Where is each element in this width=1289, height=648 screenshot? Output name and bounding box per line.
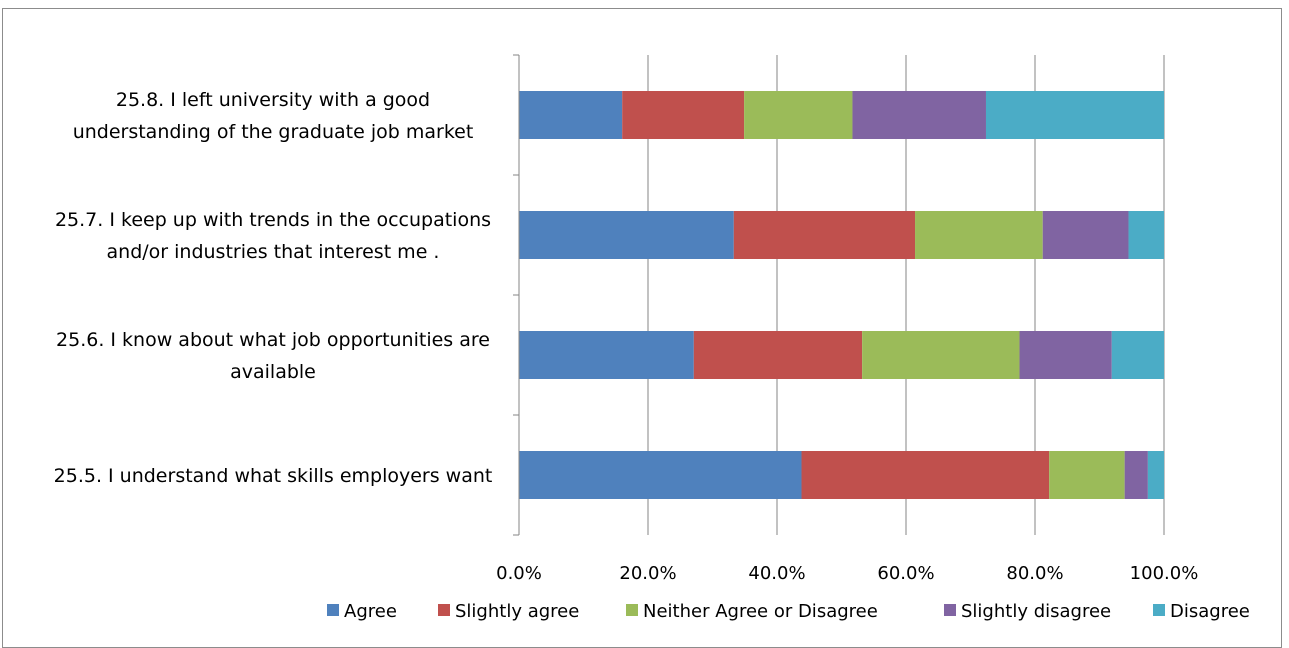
legend-label: Neither Agree or Disagree xyxy=(643,601,878,622)
bar-segment-agree xyxy=(519,331,694,379)
x-tick-label: 100.0% xyxy=(1130,563,1199,584)
bar-segment-neither-agree-or-disagree xyxy=(1049,451,1125,499)
category-label: 25.5. I understand what skills employers… xyxy=(54,465,493,487)
bar-segment-disagree xyxy=(1111,331,1164,379)
category-label: available xyxy=(230,361,316,383)
axes xyxy=(513,54,520,536)
legend-swatch xyxy=(438,604,450,616)
bar-segment-slightly-agree xyxy=(733,211,916,259)
bar-segment-slightly-agree xyxy=(801,451,1050,499)
bar-segment-slightly-disagree xyxy=(852,91,986,139)
legend-swatch xyxy=(944,604,956,616)
bar-segment-disagree xyxy=(985,91,1164,139)
category-label: and/or industries that interest me . xyxy=(107,241,440,263)
bar-segment-slightly-agree xyxy=(693,331,863,379)
x-tick-label: 80.0% xyxy=(1006,563,1063,584)
x-tick-label: 40.0% xyxy=(748,563,805,584)
legend-label: Slightly disagree xyxy=(961,601,1111,622)
legend: Agree Slightly agree Neither Agree or Disa… xyxy=(327,601,1250,622)
bar-segment-disagree xyxy=(1147,451,1164,499)
x-tick-label: 20.0% xyxy=(619,563,676,584)
category-label: 25.6. I know about what job opportunitie… xyxy=(56,329,490,351)
legend-label: Agree xyxy=(344,601,397,622)
bar-segment-agree xyxy=(519,451,802,499)
category-label: 25.8. I left university with a good xyxy=(116,89,430,111)
bar-segment-slightly-disagree xyxy=(1019,331,1112,379)
stacked-bar-chart: 25.8. I left university with a good under… xyxy=(54,54,1250,622)
category-label: 25.7. I keep up with trends in the occup… xyxy=(55,209,491,231)
bars xyxy=(519,91,1164,499)
x-tick-label: 0.0% xyxy=(496,563,542,584)
x-tick-labels: 0.0% 20.0% 40.0% 60.0% 80.0% 100.0% xyxy=(496,563,1198,584)
bar-segment-slightly-disagree xyxy=(1042,211,1129,259)
legend-swatch xyxy=(327,604,339,616)
bar-segment-agree xyxy=(519,91,623,139)
legend-label: Disagree xyxy=(1170,601,1250,622)
bar-segment-disagree xyxy=(1128,211,1164,259)
bar-segment-agree xyxy=(519,211,734,259)
category-labels: 25.8. I left university with a good under… xyxy=(54,89,493,487)
bar-segment-neither-agree-or-disagree xyxy=(862,331,1020,379)
category-label: understanding of the graduate job market xyxy=(73,121,474,143)
legend-swatch xyxy=(626,604,638,616)
bar-segment-slightly-agree xyxy=(622,91,745,139)
bar-segment-neither-agree-or-disagree xyxy=(744,91,853,139)
bar-segment-neither-agree-or-disagree xyxy=(915,211,1043,259)
bar-segment-slightly-disagree xyxy=(1124,451,1148,499)
legend-label: Slightly agree xyxy=(455,601,579,622)
legend-swatch xyxy=(1153,604,1165,616)
x-tick-label: 60.0% xyxy=(877,563,934,584)
